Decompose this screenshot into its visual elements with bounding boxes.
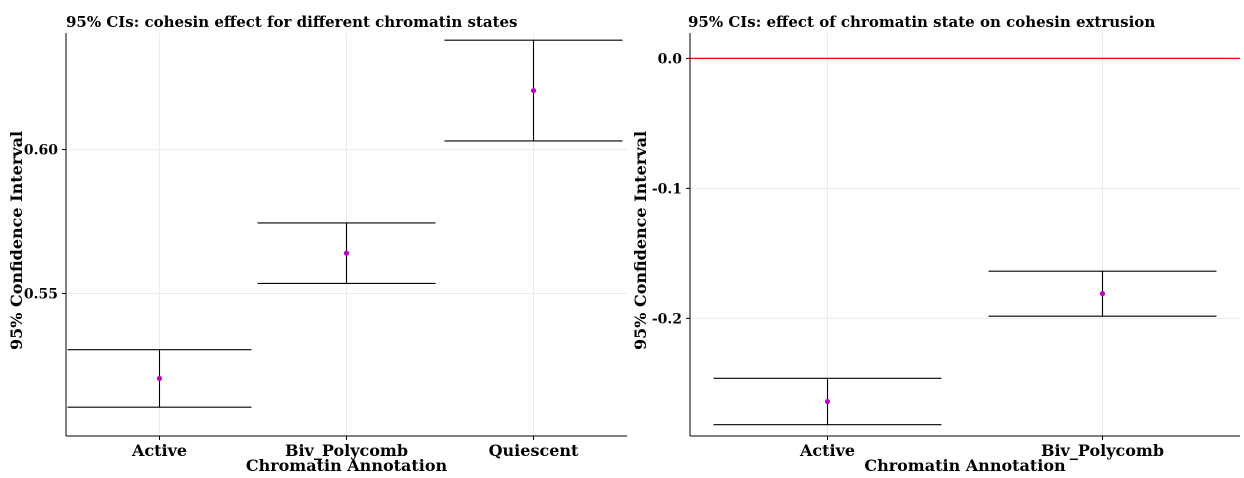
estimate-point <box>824 398 831 405</box>
x-tick-label: Active <box>799 441 855 460</box>
error-bar <box>988 270 1217 317</box>
x-tick-label: Active <box>131 441 187 460</box>
error-bar <box>713 377 942 426</box>
y-tick-label: 0.60 <box>24 143 58 159</box>
y-axis-title: 95% Confidence Interval <box>631 131 650 350</box>
y-tick-label: 0.55 <box>24 287 58 303</box>
estimate-point <box>530 87 537 94</box>
estimate-point <box>1099 291 1106 297</box>
chart-title: 95% CIs: effect of chromatin state on co… <box>688 13 1155 31</box>
y-tick-label: -0.2 <box>652 311 682 327</box>
chart-title: 95% CIs: cohesin effect for different ch… <box>66 13 517 31</box>
error-bar <box>257 222 436 284</box>
x-tick-label: Quiescent <box>489 441 579 460</box>
x-axis-title: Chromatin Annotation <box>246 456 448 473</box>
estimate-point <box>343 250 350 256</box>
y-axis-title: 95% Confidence Interval <box>7 131 26 350</box>
y-tick-label: 0.0 <box>658 51 683 67</box>
y-tick-label: -0.1 <box>652 181 682 197</box>
chart-panel-2: 0.0 -0.1 -0.2 Active Biv_Polycomb 95% CIs: ef… <box>631 13 1240 475</box>
error-bar <box>67 349 252 408</box>
estimate-point <box>156 375 163 382</box>
chart-panel-1: 0.55 0.60 Active Biv_Polycomb Quiescent 95% C… <box>7 13 627 475</box>
x-tick-label: Biv_Polycomb <box>1041 441 1164 460</box>
x-tick-label: Biv_Polycomb <box>285 441 408 460</box>
x-axis-title: Chromatin Annotation <box>864 456 1066 473</box>
error-bar <box>444 39 623 142</box>
